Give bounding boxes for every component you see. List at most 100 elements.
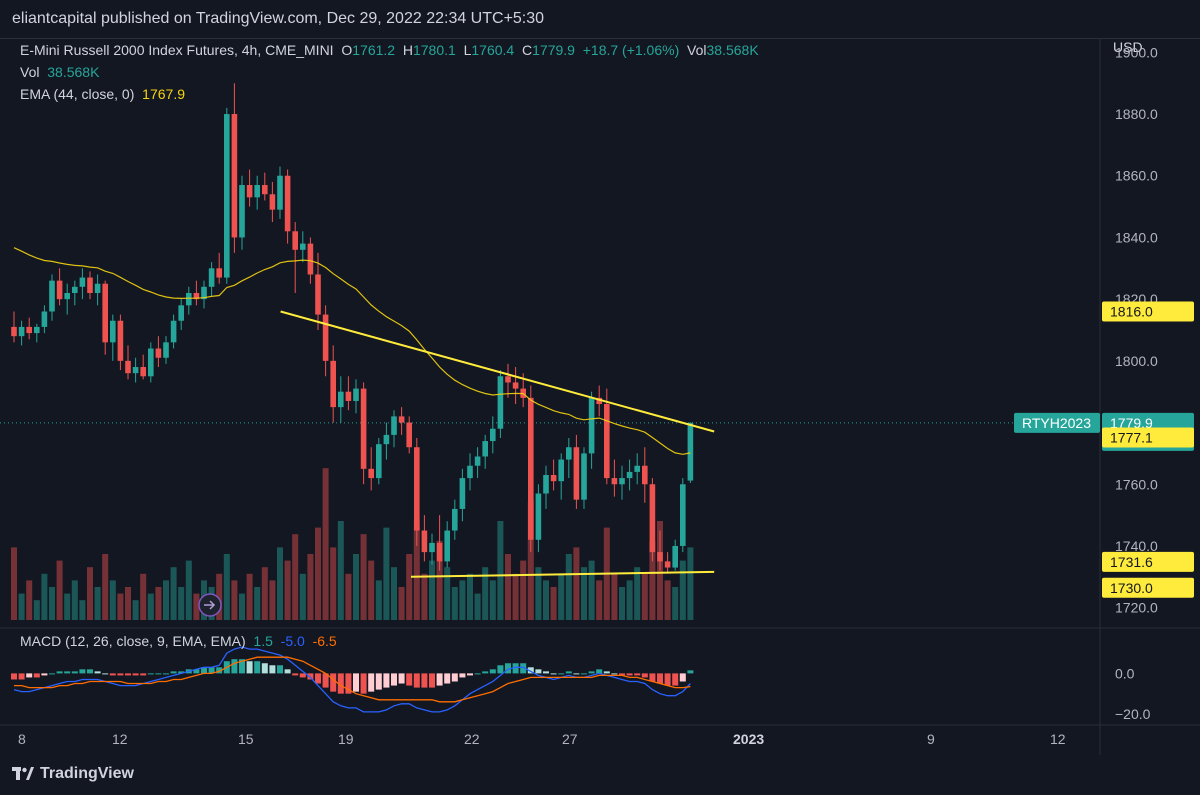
macd-hist-bar <box>406 673 413 686</box>
volume-bar <box>375 580 382 620</box>
macd-hist-bar <box>322 673 329 688</box>
volume-bar <box>87 567 93 620</box>
candle-body <box>132 367 139 374</box>
tradingview-logo[interactable]: TradingView <box>12 765 134 783</box>
candle-body <box>406 422 412 448</box>
badge-1816: 1816.0 <box>1102 301 1194 322</box>
volume-bar <box>56 560 63 620</box>
candle-body <box>117 320 124 361</box>
macd-hist-bar <box>543 671 549 674</box>
volume-bar <box>254 587 261 620</box>
candle-body <box>322 314 329 361</box>
main-legend: E-Mini Russell 2000 Index Futures, 4h, C… <box>20 42 759 58</box>
candle-body <box>34 326 40 334</box>
volume-bar <box>185 560 192 620</box>
candle-body <box>201 286 207 300</box>
candle-body <box>11 326 17 337</box>
volume-bar <box>497 521 504 620</box>
macd-hist-bar <box>421 673 428 688</box>
macd-hist-bar <box>33 673 40 678</box>
volume-bar <box>565 554 572 620</box>
low-value: 1760.4 <box>471 42 515 58</box>
volume-bar <box>512 573 519 620</box>
close-label: C <box>522 42 533 58</box>
macd-hist-bar <box>497 665 504 674</box>
candle-body <box>345 391 352 401</box>
volume-bar <box>170 567 177 620</box>
volume-label: Vol <box>20 64 40 80</box>
candle-body <box>444 530 450 562</box>
candle-body <box>581 453 587 500</box>
candle-body <box>300 243 306 250</box>
macd-hist-bar <box>254 661 261 674</box>
volume-bar <box>581 567 587 620</box>
volume-bar <box>520 560 527 620</box>
badge-1730: 1730.0 <box>1102 577 1194 598</box>
macd-hist-bar <box>170 671 177 674</box>
volume-bar <box>482 567 489 620</box>
last-price-badge-text: 1779.9 <box>1110 415 1153 431</box>
low-label: L <box>463 42 472 58</box>
candle-body <box>246 185 253 198</box>
macd-hist-bar <box>26 673 33 678</box>
candle-body <box>467 465 473 479</box>
price-tick-label: 1740.0 <box>1115 538 1158 554</box>
volume-bar <box>26 580 33 620</box>
macd-hist-bar <box>353 673 359 692</box>
candle-body <box>452 508 458 531</box>
volume-bar <box>619 587 625 620</box>
volume-bar <box>543 580 549 620</box>
candle-body <box>102 283 108 343</box>
macd-line-value: -5.0 <box>280 633 305 649</box>
macd-hist-bar <box>459 673 466 678</box>
macd-hist-bar <box>482 671 489 674</box>
badge-1731-text: 1731.6 <box>1110 554 1153 570</box>
volume-bar <box>550 587 557 620</box>
symbol-badge-text: RTYH2023 <box>1022 415 1091 431</box>
volume-bar <box>573 547 580 620</box>
candle-body <box>490 428 496 442</box>
macd-hist-bar <box>581 673 587 675</box>
footer <box>0 756 1200 795</box>
macd-hist-bar <box>140 673 147 676</box>
candle-body <box>216 268 222 278</box>
arrow-right-icon <box>204 600 216 610</box>
symbol-title: E-Mini Russell 2000 Index Futures, 4h, C… <box>20 42 334 58</box>
symbol-badge: RTYH2023 <box>1014 412 1100 433</box>
volume-bar <box>11 547 17 620</box>
macd-hist-bar <box>626 673 633 676</box>
volume-bar <box>641 573 648 620</box>
volume-bar <box>71 580 78 620</box>
candle-body <box>94 283 101 293</box>
candle-body <box>208 268 215 287</box>
ema-line <box>13 247 691 455</box>
macd-hist-bar <box>429 673 435 688</box>
candle-body <box>368 468 374 479</box>
macd-hist-bar <box>467 673 473 676</box>
volume-bar <box>125 587 131 620</box>
candle-body <box>56 280 63 300</box>
macd-hist-bar <box>193 669 200 674</box>
macd-hist-bar <box>634 673 641 676</box>
candle-body <box>277 175 283 210</box>
macd-hist-bar <box>216 667 223 674</box>
volume-bar <box>284 560 291 620</box>
candle-body <box>110 320 116 343</box>
macd-hist-bar <box>201 667 207 674</box>
candle-body <box>626 471 633 479</box>
volume-bar <box>596 580 603 620</box>
volume-bar <box>611 573 618 620</box>
volume-bar <box>353 554 359 620</box>
candle-body <box>292 231 298 250</box>
macd-hist-bar <box>292 673 299 676</box>
volume-value: 38.568K <box>47 64 100 80</box>
candle-body <box>262 185 268 195</box>
macd-hist-bar <box>641 673 648 678</box>
candle-body <box>604 404 610 479</box>
macd-hist-bar <box>375 673 382 690</box>
candle-body <box>178 305 184 321</box>
time-tick-label: 12 <box>112 731 128 747</box>
volume-bar <box>322 468 329 620</box>
candle-body <box>269 194 276 210</box>
